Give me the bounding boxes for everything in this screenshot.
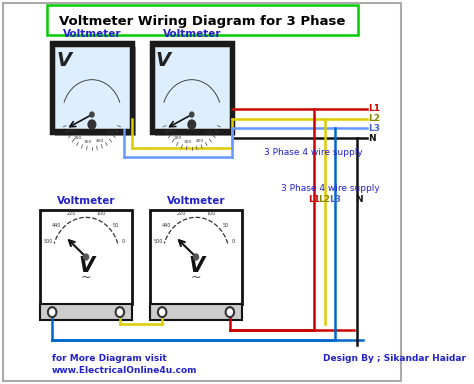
Circle shape — [48, 307, 56, 317]
Text: Voltmeter: Voltmeter — [57, 196, 115, 206]
Text: 200: 200 — [174, 136, 182, 140]
Text: L2: L2 — [319, 195, 331, 204]
Bar — [40, 210, 132, 304]
Bar — [150, 210, 242, 304]
FancyBboxPatch shape — [155, 47, 228, 129]
Text: 0: 0 — [122, 238, 125, 243]
Text: V: V — [78, 257, 94, 276]
FancyBboxPatch shape — [47, 5, 357, 35]
Text: 50: 50 — [222, 223, 228, 228]
Text: L3: L3 — [369, 124, 381, 133]
Text: 220: 220 — [176, 211, 186, 216]
Circle shape — [188, 120, 196, 129]
Text: 400: 400 — [96, 139, 104, 143]
Circle shape — [90, 112, 94, 117]
Text: 400: 400 — [196, 139, 204, 143]
Text: V: V — [156, 51, 171, 70]
Bar — [150, 304, 242, 320]
Text: L1: L1 — [369, 104, 381, 113]
Text: for More Diagram visit: for More Diagram visit — [52, 354, 167, 363]
Text: 100: 100 — [96, 211, 106, 216]
FancyBboxPatch shape — [151, 42, 233, 133]
Text: --- ---: --- --- — [88, 127, 96, 131]
Text: 200: 200 — [74, 136, 82, 140]
Text: L2: L2 — [369, 114, 381, 123]
Circle shape — [158, 307, 166, 317]
Text: 300: 300 — [183, 141, 191, 144]
Text: 220: 220 — [66, 211, 76, 216]
Circle shape — [83, 254, 89, 260]
Text: 100: 100 — [168, 129, 176, 133]
Text: L3: L3 — [329, 195, 341, 204]
FancyBboxPatch shape — [155, 47, 236, 136]
Text: 500: 500 — [106, 131, 115, 135]
Text: 100: 100 — [206, 211, 216, 216]
Text: 500: 500 — [206, 131, 214, 135]
FancyBboxPatch shape — [51, 42, 133, 133]
Text: Voltmeter: Voltmeter — [163, 29, 221, 39]
Text: Design By ; Sikandar Haidar: Design By ; Sikandar Haidar — [323, 354, 466, 363]
Text: ~: ~ — [191, 271, 201, 284]
Bar — [40, 304, 132, 320]
Circle shape — [193, 254, 199, 260]
Text: Voltmeter: Voltmeter — [167, 196, 225, 206]
Text: 3 Phase 4 wire supply: 3 Phase 4 wire supply — [264, 148, 363, 157]
Text: N: N — [356, 195, 363, 204]
Text: 3 Phase 4 wire supply: 3 Phase 4 wire supply — [281, 184, 379, 192]
Text: 50: 50 — [112, 223, 118, 228]
Circle shape — [226, 307, 234, 317]
Text: 100: 100 — [68, 129, 76, 133]
Text: N: N — [369, 134, 376, 143]
Text: 500: 500 — [44, 238, 54, 243]
Circle shape — [88, 120, 96, 129]
Circle shape — [190, 112, 194, 117]
Text: L1: L1 — [309, 195, 320, 204]
Text: Voltmeter: Voltmeter — [63, 29, 121, 39]
Text: 300: 300 — [83, 141, 92, 144]
Circle shape — [116, 307, 124, 317]
Text: 440: 440 — [162, 223, 171, 228]
Text: 0: 0 — [232, 238, 235, 243]
Text: V: V — [56, 51, 71, 70]
Text: Voltmeter Wiring Diagram for 3 Phase: Voltmeter Wiring Diagram for 3 Phase — [59, 15, 345, 28]
Text: 500: 500 — [154, 238, 164, 243]
Text: V: V — [188, 257, 204, 276]
Text: 440: 440 — [52, 223, 61, 228]
Text: www.ElectricalOnline4u.com: www.ElectricalOnline4u.com — [52, 366, 198, 375]
Text: --- ---: --- --- — [187, 127, 196, 131]
FancyBboxPatch shape — [55, 47, 129, 129]
FancyBboxPatch shape — [55, 47, 136, 136]
Text: ~: ~ — [81, 271, 91, 284]
